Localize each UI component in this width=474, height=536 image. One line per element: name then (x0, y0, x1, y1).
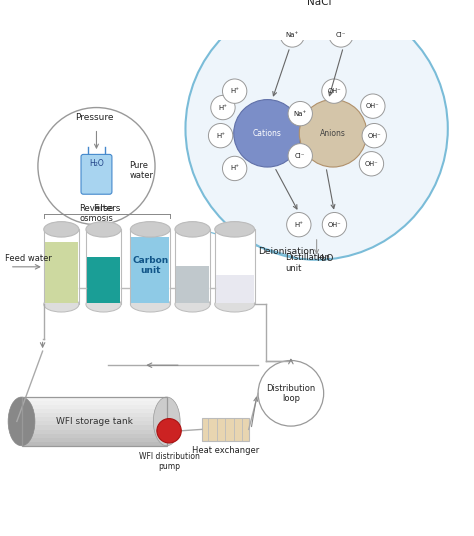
Circle shape (185, 0, 448, 260)
Ellipse shape (86, 296, 121, 312)
Circle shape (157, 419, 181, 443)
Text: Heat exchanger: Heat exchanger (191, 446, 259, 456)
FancyBboxPatch shape (21, 429, 167, 434)
Circle shape (288, 144, 312, 168)
Ellipse shape (175, 296, 210, 312)
FancyBboxPatch shape (81, 154, 112, 194)
Ellipse shape (86, 221, 121, 237)
Text: Pressure: Pressure (75, 113, 113, 122)
Text: NaCl: NaCl (307, 0, 331, 7)
Text: Cations: Cations (253, 129, 282, 138)
Text: Pure
water: Pure water (129, 161, 153, 181)
Ellipse shape (130, 221, 170, 237)
Ellipse shape (153, 397, 180, 446)
FancyBboxPatch shape (21, 401, 167, 405)
FancyBboxPatch shape (21, 405, 167, 409)
Text: Distribution
loop: Distribution loop (266, 384, 316, 403)
FancyBboxPatch shape (21, 418, 167, 421)
Text: H⁺: H⁺ (219, 105, 228, 110)
FancyBboxPatch shape (21, 397, 167, 401)
FancyBboxPatch shape (44, 229, 79, 304)
Ellipse shape (215, 221, 255, 237)
FancyBboxPatch shape (216, 275, 254, 303)
Text: H₂O: H₂O (316, 255, 334, 263)
FancyBboxPatch shape (131, 237, 169, 303)
FancyBboxPatch shape (176, 266, 209, 303)
FancyBboxPatch shape (21, 442, 167, 446)
Text: WFI storage tank: WFI storage tank (55, 417, 133, 426)
FancyBboxPatch shape (21, 434, 167, 438)
Text: OH⁻: OH⁻ (365, 161, 378, 167)
FancyBboxPatch shape (175, 229, 210, 304)
Text: Deionisation: Deionisation (258, 247, 315, 256)
Ellipse shape (215, 296, 255, 312)
Text: Carbon
unit: Carbon unit (132, 256, 168, 275)
FancyBboxPatch shape (21, 409, 167, 413)
Ellipse shape (130, 296, 170, 312)
Circle shape (211, 95, 235, 120)
FancyBboxPatch shape (21, 397, 167, 446)
Text: Anions: Anions (320, 129, 346, 138)
Text: H⁺: H⁺ (230, 88, 239, 94)
Text: OH⁻: OH⁻ (367, 133, 381, 139)
Circle shape (222, 157, 247, 181)
Text: Filters: Filters (93, 204, 121, 213)
Circle shape (258, 361, 324, 426)
Circle shape (280, 23, 304, 47)
FancyBboxPatch shape (21, 426, 167, 429)
Circle shape (359, 152, 383, 176)
Circle shape (329, 23, 353, 47)
Text: H⁺: H⁺ (216, 133, 225, 139)
Text: Distillation
unit: Distillation unit (285, 254, 330, 273)
Circle shape (288, 101, 312, 126)
Circle shape (322, 212, 346, 237)
FancyBboxPatch shape (202, 418, 249, 441)
Circle shape (299, 100, 367, 167)
Text: Reverse
osmosis: Reverse osmosis (80, 204, 114, 223)
FancyBboxPatch shape (21, 413, 167, 418)
FancyBboxPatch shape (21, 438, 167, 442)
Text: H⁺: H⁺ (294, 222, 303, 228)
Text: OH⁻: OH⁻ (327, 88, 341, 94)
Circle shape (38, 108, 155, 225)
Text: WFI distribution
pump: WFI distribution pump (138, 452, 200, 471)
Circle shape (322, 79, 346, 103)
Circle shape (362, 123, 386, 148)
Text: OH⁻: OH⁻ (328, 222, 341, 228)
Text: OH⁻: OH⁻ (366, 103, 380, 109)
Text: Cl⁻: Cl⁻ (295, 153, 305, 159)
FancyBboxPatch shape (130, 229, 170, 304)
Circle shape (287, 212, 311, 237)
Circle shape (234, 100, 301, 167)
FancyBboxPatch shape (86, 229, 121, 304)
Text: Na⁺: Na⁺ (286, 32, 299, 38)
Ellipse shape (44, 221, 79, 237)
Ellipse shape (175, 221, 210, 237)
Text: Na⁺: Na⁺ (293, 110, 307, 117)
Text: Cl⁻: Cl⁻ (336, 32, 346, 38)
Text: H₂O: H₂O (89, 159, 104, 168)
FancyBboxPatch shape (45, 242, 78, 303)
FancyBboxPatch shape (87, 257, 120, 303)
FancyBboxPatch shape (21, 421, 167, 426)
Text: Feed water: Feed water (5, 254, 52, 263)
Circle shape (361, 94, 385, 118)
Ellipse shape (44, 296, 79, 312)
Circle shape (222, 79, 247, 103)
FancyBboxPatch shape (215, 229, 255, 304)
Ellipse shape (8, 397, 35, 446)
Circle shape (209, 123, 233, 148)
Text: H⁺: H⁺ (230, 166, 239, 172)
